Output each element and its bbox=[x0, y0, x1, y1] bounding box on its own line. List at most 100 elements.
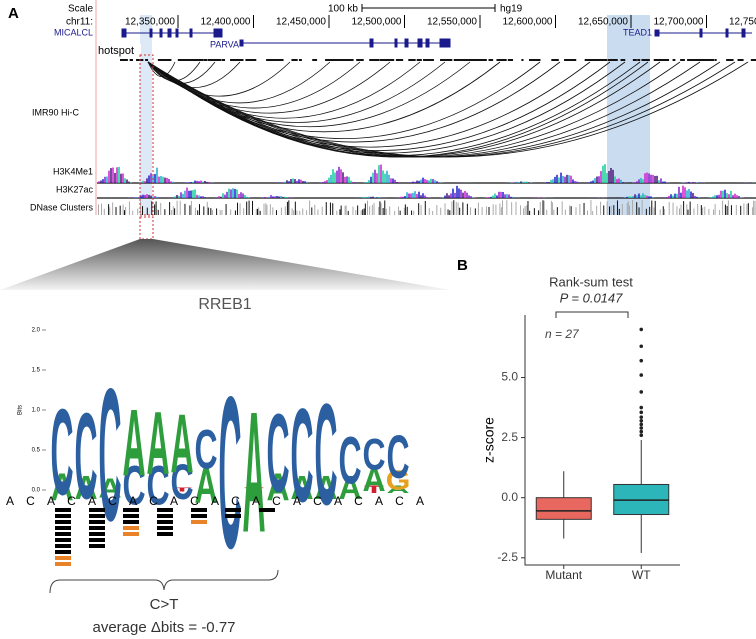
signal-bar bbox=[378, 165, 380, 183]
logo-letter: C bbox=[362, 431, 385, 480]
dnase-bar bbox=[109, 207, 111, 215]
dnase-bar bbox=[610, 205, 612, 215]
signal-bar bbox=[518, 182, 520, 183]
dnase-bar bbox=[252, 200, 254, 215]
dnase-bar bbox=[495, 204, 497, 215]
signal-bar bbox=[198, 195, 200, 198]
scale-bar bbox=[361, 4, 496, 12]
dnase-bar bbox=[255, 208, 257, 215]
dnase-bar bbox=[689, 201, 691, 215]
signal-bar bbox=[686, 182, 688, 183]
dnase-bar bbox=[539, 201, 541, 215]
signal-bar bbox=[110, 168, 112, 183]
dnase-bar bbox=[702, 207, 704, 215]
dnase-bar bbox=[314, 204, 316, 215]
dnase-bar bbox=[340, 205, 342, 215]
sequence-letter: A bbox=[211, 494, 219, 508]
signal-bar bbox=[264, 196, 266, 198]
dnase-bar bbox=[259, 210, 261, 215]
dnase-bar bbox=[502, 200, 504, 215]
signal-bar bbox=[186, 182, 188, 183]
sequence-letter: C bbox=[272, 494, 281, 508]
signal-bar bbox=[570, 175, 572, 183]
signal-bar bbox=[150, 195, 152, 198]
signal-bar bbox=[460, 189, 462, 198]
dnase-bar bbox=[325, 202, 327, 215]
signal-bar bbox=[366, 182, 368, 183]
logo-letter: C bbox=[194, 418, 217, 481]
dnase-bar bbox=[211, 209, 213, 215]
logo-letter: C bbox=[218, 351, 241, 593]
hotspot-label: hotspot bbox=[98, 45, 134, 57]
signal-bar bbox=[176, 194, 178, 198]
p-value: P = 0.0147 bbox=[560, 290, 624, 305]
outlier bbox=[639, 405, 644, 410]
brace bbox=[49, 569, 279, 594]
dnase-bar bbox=[724, 204, 726, 215]
signal-bar bbox=[142, 194, 144, 198]
signal-bar bbox=[190, 181, 192, 183]
dnase-bar bbox=[526, 205, 528, 215]
dnase-bar bbox=[160, 202, 162, 215]
signal-bar bbox=[188, 190, 190, 198]
zoom-box bbox=[139, 216, 154, 240]
dnase-bar bbox=[369, 206, 371, 215]
signal-bar bbox=[440, 197, 442, 198]
mutation-bar bbox=[55, 532, 71, 536]
signal-bar bbox=[598, 176, 600, 183]
signal-bar bbox=[488, 197, 490, 198]
dnase-bar bbox=[339, 209, 341, 215]
signal-bar bbox=[642, 179, 644, 183]
signal-bar bbox=[396, 182, 398, 183]
signal-bar bbox=[148, 194, 150, 198]
signal-bar bbox=[246, 196, 248, 198]
signal-bar bbox=[416, 194, 418, 198]
dnase-bar bbox=[146, 207, 148, 215]
dnase-bar bbox=[157, 209, 159, 215]
logo-letter: C bbox=[170, 454, 193, 510]
dnase-bar bbox=[197, 210, 199, 215]
signal-bar bbox=[302, 181, 304, 183]
signal-bar bbox=[578, 182, 580, 183]
mutation-bar bbox=[89, 532, 105, 536]
signal-bar bbox=[402, 196, 404, 198]
panel-label: A bbox=[8, 5, 19, 22]
dnase-bar bbox=[357, 205, 359, 215]
signal-bar bbox=[158, 197, 160, 198]
dnase-bar bbox=[523, 208, 525, 215]
signal-bar bbox=[486, 197, 488, 198]
logo-title: RREB1 bbox=[198, 296, 251, 313]
signal-bar bbox=[102, 179, 104, 183]
signal-bar bbox=[228, 188, 230, 198]
signal-bar bbox=[500, 191, 502, 198]
dnase-bar bbox=[155, 201, 157, 215]
signal-bar bbox=[122, 173, 124, 183]
signal-bar bbox=[380, 164, 382, 183]
signal-bar bbox=[552, 179, 554, 183]
dnase-bar bbox=[371, 204, 373, 215]
signal-bar bbox=[272, 196, 274, 198]
outlier bbox=[639, 422, 644, 427]
signal-bar bbox=[394, 179, 396, 183]
mutation-bar bbox=[157, 508, 173, 512]
signal-bar bbox=[130, 182, 132, 183]
dnase-bar bbox=[198, 204, 200, 215]
dnase-bar bbox=[194, 207, 196, 215]
mutation-bar bbox=[55, 508, 71, 512]
mutation-bar bbox=[55, 526, 71, 530]
signal-bar bbox=[168, 178, 170, 183]
dnase-bar bbox=[551, 202, 553, 215]
dnase-bar bbox=[561, 201, 563, 215]
dnase-bar bbox=[172, 206, 174, 215]
signal-bar bbox=[158, 176, 160, 183]
signal-bar bbox=[240, 192, 242, 198]
signal-bar bbox=[244, 194, 246, 198]
dnase-bar bbox=[583, 202, 585, 215]
signal-bar bbox=[508, 194, 510, 198]
dnase-bar bbox=[380, 203, 382, 215]
signal-bar bbox=[326, 180, 328, 183]
mutation-bar bbox=[89, 544, 105, 548]
dnase-bar bbox=[606, 201, 608, 215]
mutation-bar bbox=[55, 550, 71, 554]
